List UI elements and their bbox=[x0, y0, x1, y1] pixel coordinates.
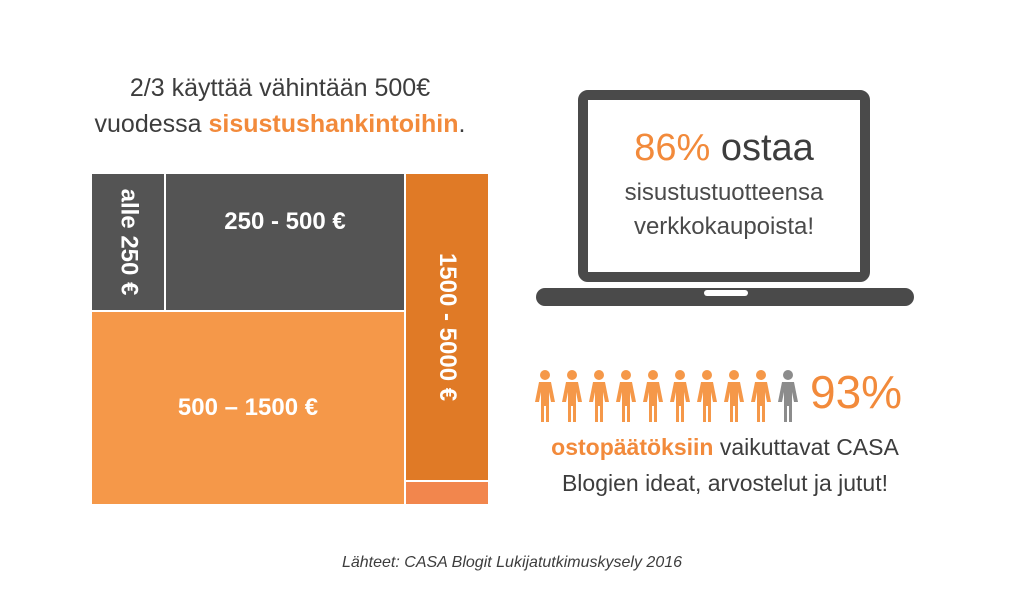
person-icon bbox=[778, 370, 798, 422]
person-icon bbox=[562, 370, 582, 422]
treemap-cell-alle-250: alle 250 € bbox=[92, 174, 164, 310]
person-icon bbox=[535, 370, 555, 422]
person-icon bbox=[616, 370, 636, 422]
treemap-label-250-500: 250 - 500 € bbox=[224, 208, 346, 235]
stat-accent: ostopäätöksiin bbox=[551, 434, 714, 460]
treemap-label-alle-250: alle 250 € bbox=[115, 188, 143, 296]
laptop-base bbox=[536, 288, 914, 306]
headline: 2/3 käyttää vähintään 500€ vuodessa sisu… bbox=[60, 70, 500, 142]
people-icon-row bbox=[535, 370, 798, 422]
laptop-percent: 86% bbox=[634, 127, 711, 169]
source-note: Lähteet: CASA Blogit Lukijatutkimuskysel… bbox=[341, 554, 683, 571]
person-icon bbox=[589, 370, 609, 422]
laptop-word: ostaa bbox=[720, 127, 814, 169]
treemap-cell-250-500: 250 - 500 € bbox=[166, 174, 404, 310]
laptop-notch bbox=[704, 290, 748, 296]
headline-accent: sisustushankintoihin bbox=[208, 110, 459, 138]
laptop-headline: 86% ostaa bbox=[588, 126, 860, 170]
laptop-screen bbox=[578, 90, 870, 282]
treemap-cell-1500-5000: 1500 - 5000 € bbox=[406, 174, 488, 480]
stat-line1-rest: vaikuttavat CASA bbox=[713, 434, 899, 460]
treemap-cell-500-1500: 500 – 1500 € bbox=[92, 312, 404, 504]
laptop-line2: verkkokaupoista! bbox=[633, 213, 815, 240]
person-icon bbox=[751, 370, 771, 422]
laptop-text: sisustustuotteensa verkkokaupoista! bbox=[588, 176, 860, 244]
stat-percent: 93% bbox=[810, 366, 903, 418]
stat-line1: ostopäätöksiin vaikuttavat CASA bbox=[520, 430, 930, 464]
person-icon bbox=[697, 370, 717, 422]
treemap-label-1500-5000: 1500 - 5000 € bbox=[434, 252, 461, 402]
headline-line1: 2/3 käyttää vähintään 500€ bbox=[129, 74, 431, 102]
headline-line2-prefix: vuodessa bbox=[94, 110, 209, 138]
treemap-label-500-1500: 500 – 1500 € bbox=[177, 394, 319, 421]
treemap-cell-over-5000 bbox=[406, 482, 488, 504]
person-icon bbox=[643, 370, 663, 422]
laptop-line1: sisustustuotteensa bbox=[624, 179, 824, 206]
stat-line2: Blogien ideat, arvostelut ja jutut! bbox=[561, 470, 889, 496]
headline-line2-suffix: . bbox=[458, 110, 466, 138]
headline-line2: vuodessa sisustushankintoihin. bbox=[60, 106, 500, 142]
spending-treemap: alle 250 € 250 - 500 € 500 – 1500 € 1500… bbox=[92, 174, 488, 504]
person-icon bbox=[724, 370, 744, 422]
person-icon bbox=[670, 370, 690, 422]
